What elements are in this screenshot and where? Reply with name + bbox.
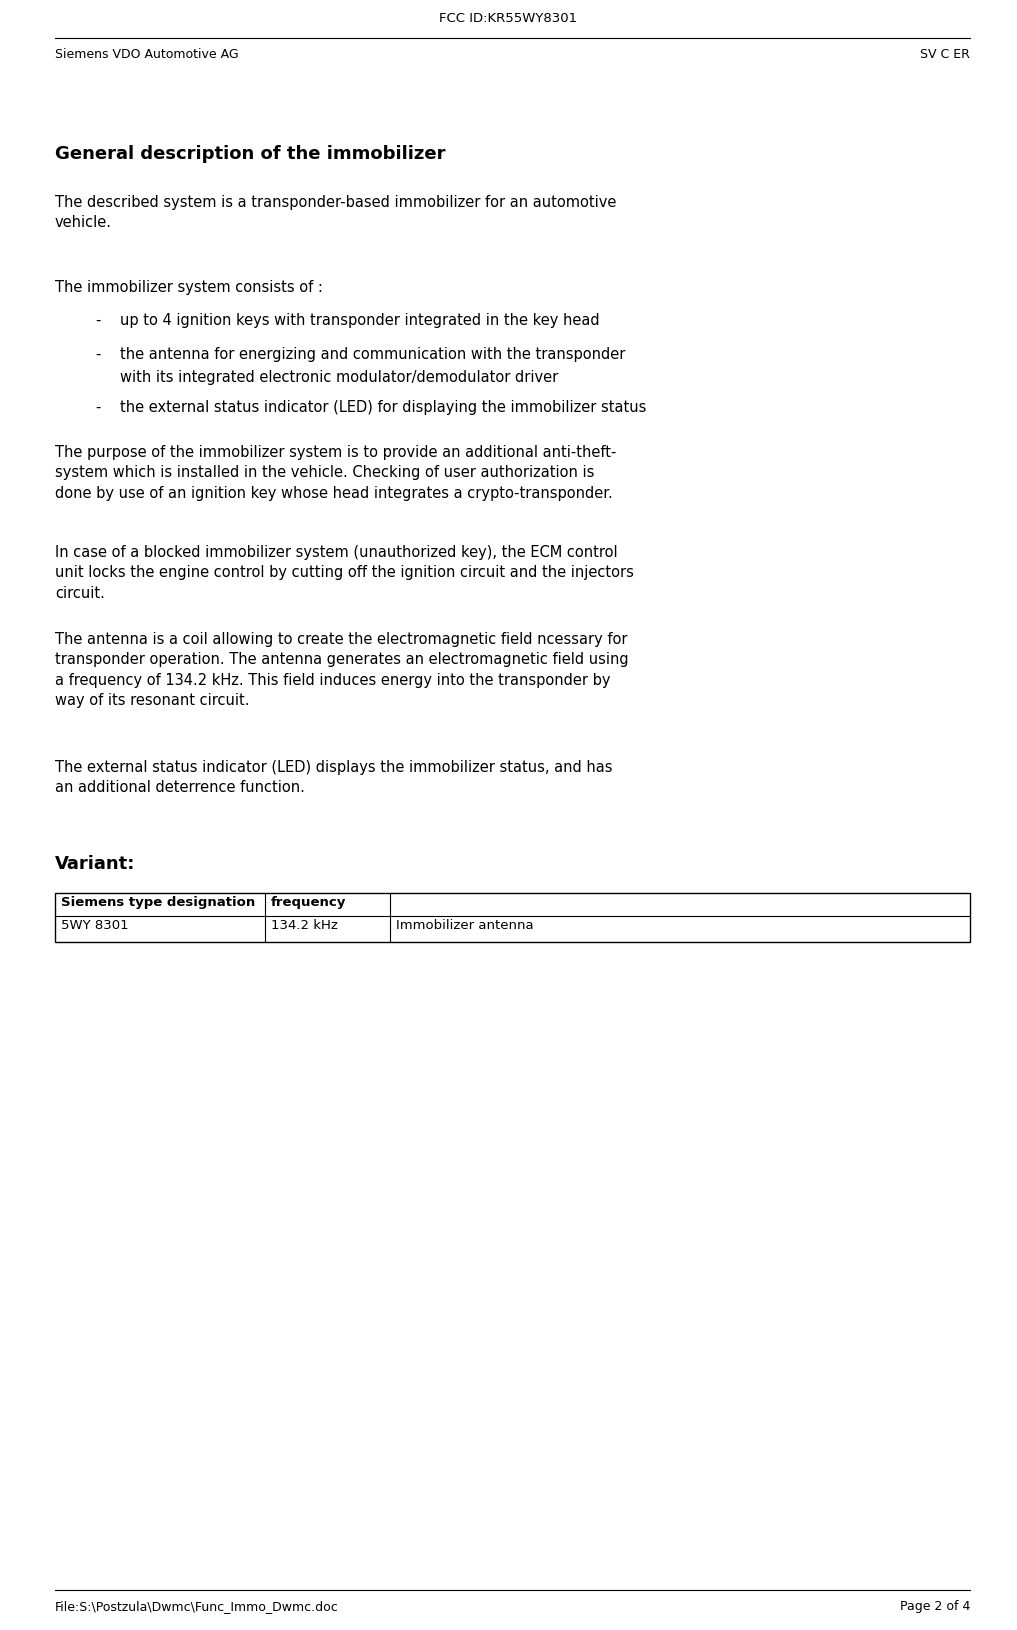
Text: the external status indicator (LED) for displaying the immobilizer status: the external status indicator (LED) for … xyxy=(120,399,647,416)
Text: File:S:\Postzula\Dwmc\Func_Immo_Dwmc.doc: File:S:\Postzula\Dwmc\Func_Immo_Dwmc.doc xyxy=(55,1601,339,1614)
Text: FCC ID:KR55WY8301: FCC ID:KR55WY8301 xyxy=(439,11,578,24)
Text: Siemens VDO Automotive AG: Siemens VDO Automotive AG xyxy=(55,47,239,60)
Text: with its integrated electronic modulator/demodulator driver: with its integrated electronic modulator… xyxy=(120,370,558,385)
Text: -: - xyxy=(95,347,101,362)
Text: frequency: frequency xyxy=(271,897,347,910)
Text: -: - xyxy=(95,313,101,328)
Text: Siemens type designation: Siemens type designation xyxy=(61,897,255,910)
Text: the antenna for energizing and communication with the transponder: the antenna for energizing and communica… xyxy=(120,347,625,362)
Text: Immobilizer antenna: Immobilizer antenna xyxy=(396,919,534,932)
Text: Variant:: Variant: xyxy=(55,856,135,874)
Text: The immobilizer system consists of :: The immobilizer system consists of : xyxy=(55,280,322,295)
Text: The external status indicator (LED) displays the immobilizer status, and has
an : The external status indicator (LED) disp… xyxy=(55,760,612,795)
Text: 5WY 8301: 5WY 8301 xyxy=(61,919,128,932)
Text: Page 2 of 4: Page 2 of 4 xyxy=(900,1601,970,1614)
Text: -: - xyxy=(95,399,101,416)
Text: In case of a blocked immobilizer system (unauthorized key), the ECM control
unit: In case of a blocked immobilizer system … xyxy=(55,544,634,601)
Text: SV C ER: SV C ER xyxy=(920,47,970,60)
Bar xyxy=(55,893,970,942)
Text: 134.2 kHz: 134.2 kHz xyxy=(271,919,338,932)
Text: The purpose of the immobilizer system is to provide an additional anti-theft-
sy: The purpose of the immobilizer system is… xyxy=(55,445,616,500)
Text: The described system is a transponder-based immobilizer for an automotive
vehicl: The described system is a transponder-ba… xyxy=(55,196,616,230)
Text: up to 4 ignition keys with transponder integrated in the key head: up to 4 ignition keys with transponder i… xyxy=(120,313,600,328)
Text: The antenna is a coil allowing to create the electromagnetic field ncessary for
: The antenna is a coil allowing to create… xyxy=(55,632,629,707)
Text: General description of the immobilizer: General description of the immobilizer xyxy=(55,145,445,163)
